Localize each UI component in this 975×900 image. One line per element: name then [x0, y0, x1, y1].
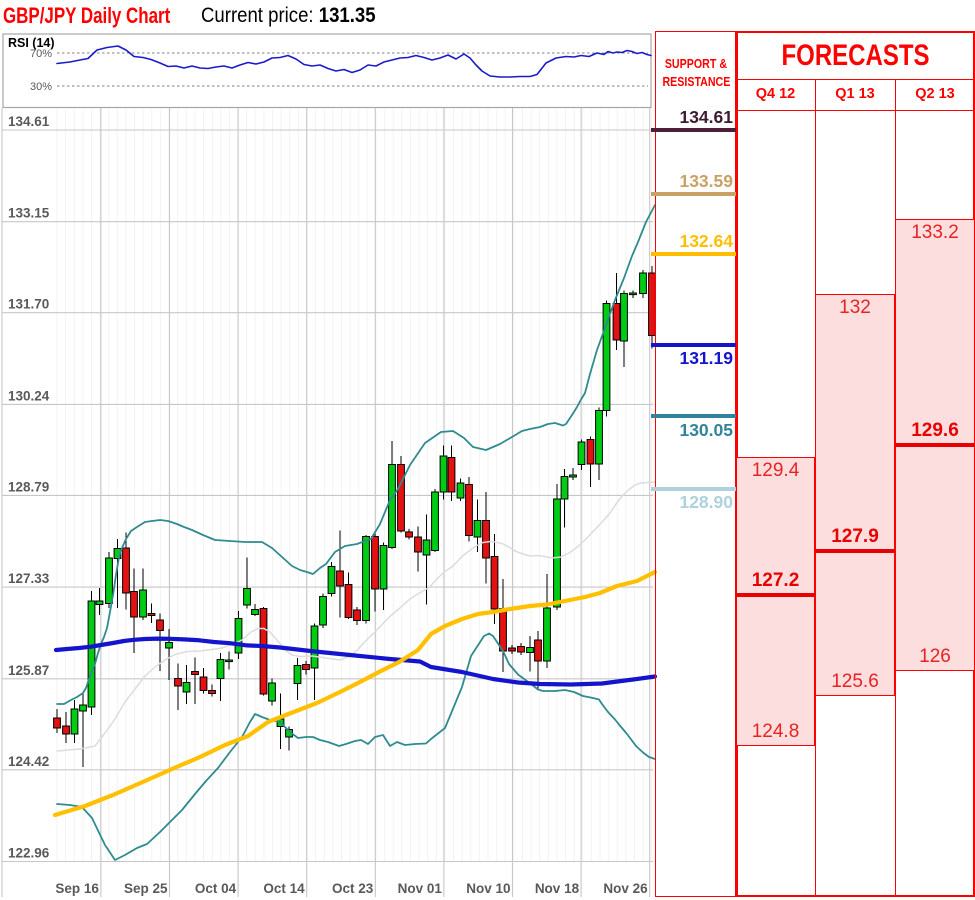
svg-text:Nov 18: Nov 18 [535, 881, 580, 896]
svg-text:Oct 23: Oct 23 [332, 881, 374, 896]
svg-text:Sep 25: Sep 25 [124, 881, 168, 896]
svg-text:124.42: 124.42 [8, 754, 49, 769]
svg-text:70%: 70% [30, 48, 52, 60]
svg-text:128.79: 128.79 [8, 479, 49, 494]
svg-text:Sep 16: Sep 16 [55, 881, 99, 896]
svg-text:Nov 01: Nov 01 [398, 881, 443, 896]
svg-text:133.15: 133.15 [8, 206, 50, 221]
svg-text:125.87: 125.87 [8, 663, 49, 678]
svg-text:Oct 14: Oct 14 [263, 881, 305, 896]
svg-text:RSI (14): RSI (14) [8, 36, 55, 50]
svg-text:127.33: 127.33 [8, 571, 50, 586]
svg-text:Nov 26: Nov 26 [603, 881, 648, 896]
svg-text:30%: 30% [30, 81, 52, 93]
svg-text:122.96: 122.96 [8, 846, 50, 861]
svg-text:Nov 10: Nov 10 [466, 881, 510, 896]
svg-text:134.61: 134.61 [8, 114, 50, 129]
svg-text:130.24: 130.24 [8, 388, 50, 403]
svg-text:Oct 04: Oct 04 [195, 881, 237, 896]
svg-text:131.70: 131.70 [8, 297, 49, 312]
